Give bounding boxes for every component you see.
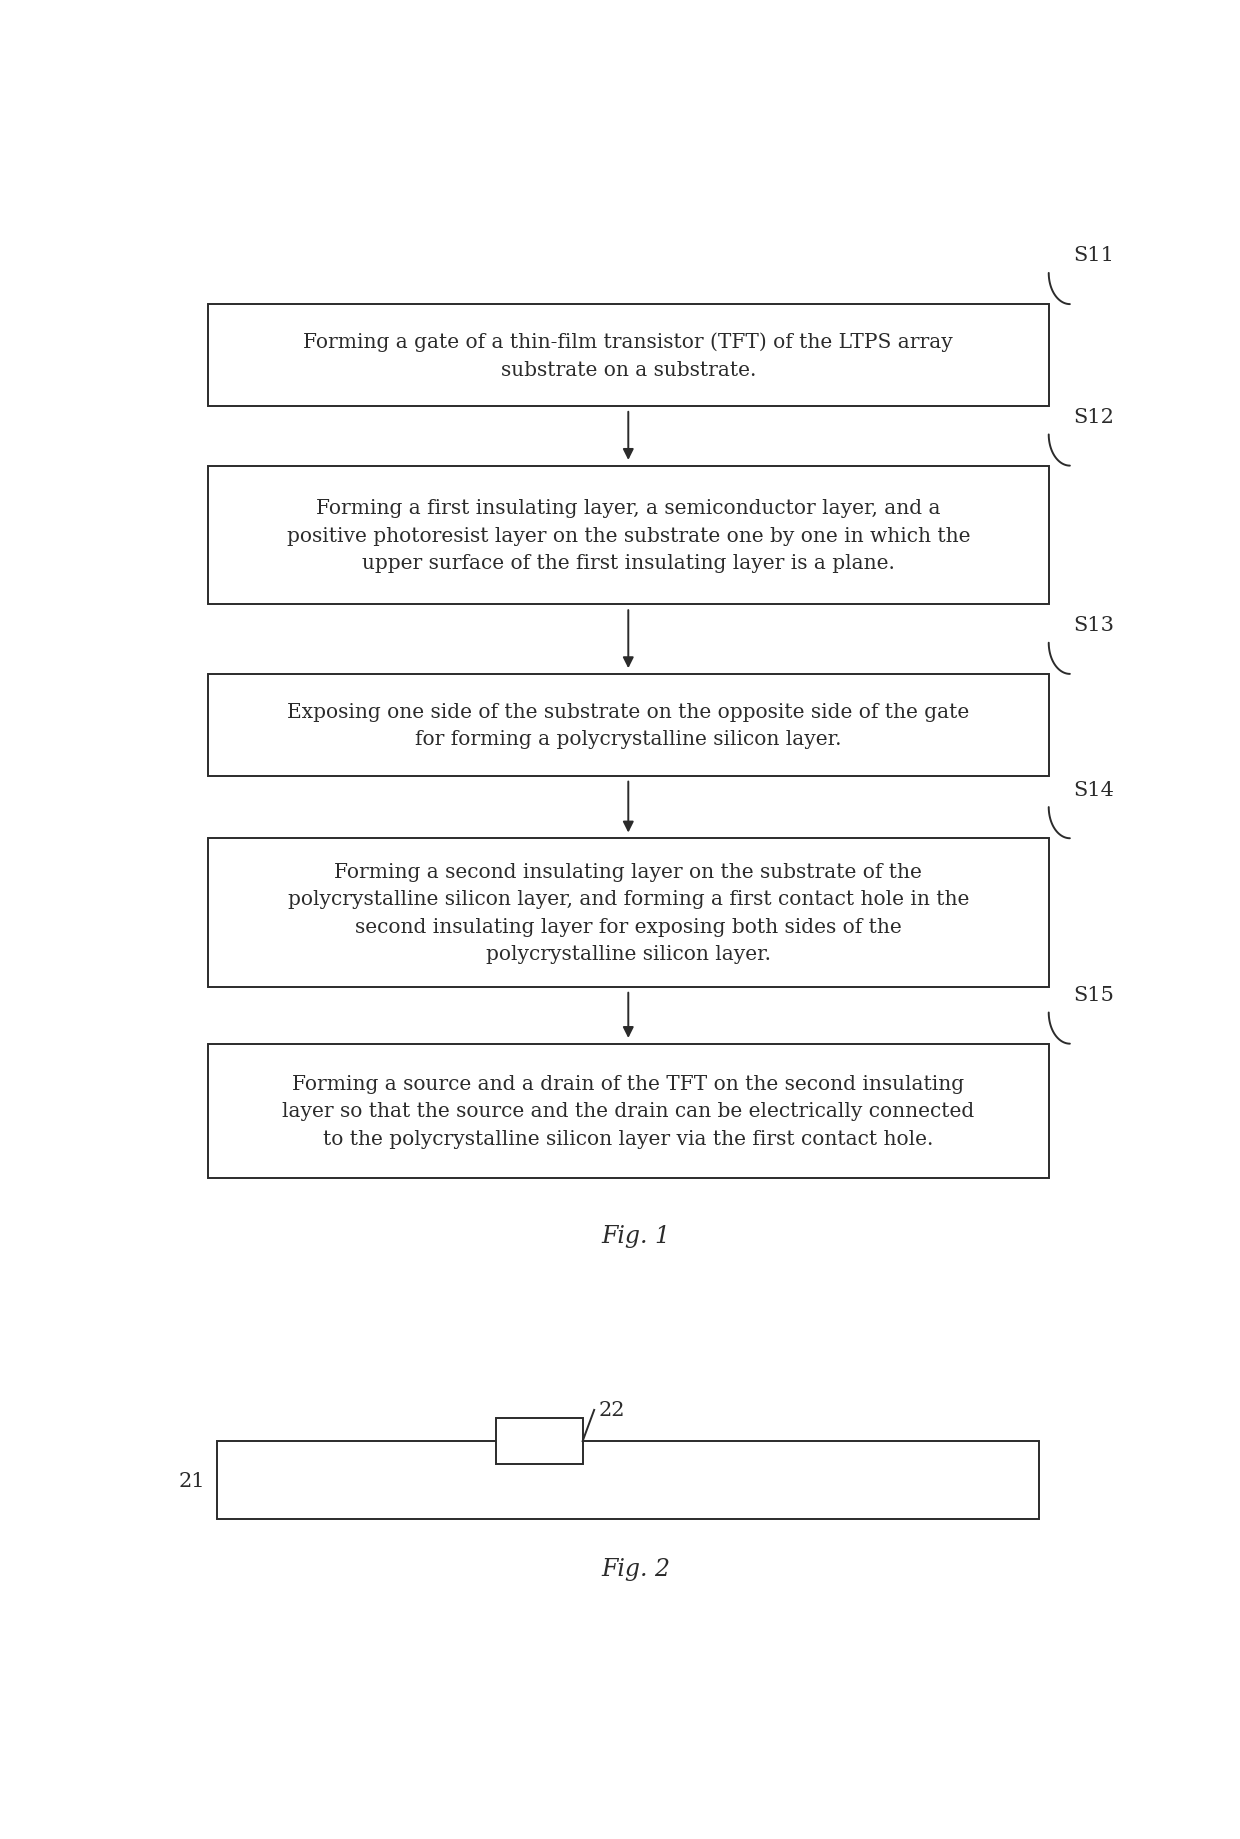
Text: S12: S12	[1073, 408, 1114, 427]
Text: Fig. 2: Fig. 2	[601, 1558, 670, 1580]
Text: 22: 22	[599, 1401, 625, 1420]
Bar	[208, 467, 1049, 605]
Text: S13: S13	[1073, 616, 1114, 634]
Text: Exposing one side of the substrate on the opposite side of the gate
for forming : Exposing one side of the substrate on th…	[288, 702, 970, 748]
Text: Forming a gate of a thin-film transistor (TFT) of the LTPS array
substrate on a : Forming a gate of a thin-film transistor…	[304, 333, 954, 379]
Text: Forming a source and a drain of the TFT on the second insulating
layer so that t: Forming a source and a drain of the TFT …	[283, 1074, 975, 1148]
Text: S15: S15	[1073, 986, 1114, 1004]
Bar	[208, 675, 1049, 776]
Bar	[217, 1442, 1039, 1519]
Bar	[208, 305, 1049, 406]
Text: S14: S14	[1073, 780, 1114, 800]
Bar	[208, 1045, 1049, 1179]
Text: Forming a first insulating layer, a semiconductor layer, and a
positive photores: Forming a first insulating layer, a semi…	[286, 498, 970, 572]
Text: 21: 21	[179, 1471, 205, 1490]
Text: Fig. 1: Fig. 1	[601, 1225, 670, 1247]
Text: S11: S11	[1073, 246, 1114, 265]
Bar	[496, 1418, 583, 1464]
Bar	[208, 839, 1049, 988]
Text: Forming a second insulating layer on the substrate of the
polycrystalline silico: Forming a second insulating layer on the…	[288, 862, 968, 964]
